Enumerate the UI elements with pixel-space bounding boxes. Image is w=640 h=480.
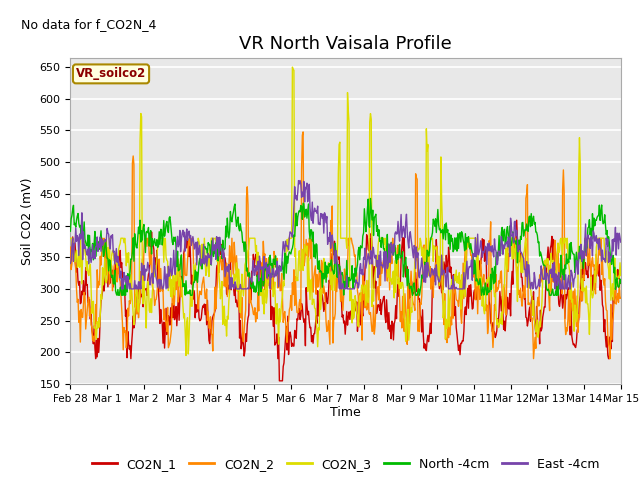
X-axis label: Time: Time — [330, 407, 361, 420]
Legend: CO2N_1, CO2N_2, CO2N_3, North -4cm, East -4cm: CO2N_1, CO2N_2, CO2N_3, North -4cm, East… — [86, 453, 605, 476]
Title: VR North Vaisala Profile: VR North Vaisala Profile — [239, 35, 452, 53]
Y-axis label: Soil CO2 (mV): Soil CO2 (mV) — [21, 177, 34, 264]
Text: No data for f_CO2N_4: No data for f_CO2N_4 — [21, 19, 156, 32]
Text: VR_soilco2: VR_soilco2 — [76, 67, 146, 80]
